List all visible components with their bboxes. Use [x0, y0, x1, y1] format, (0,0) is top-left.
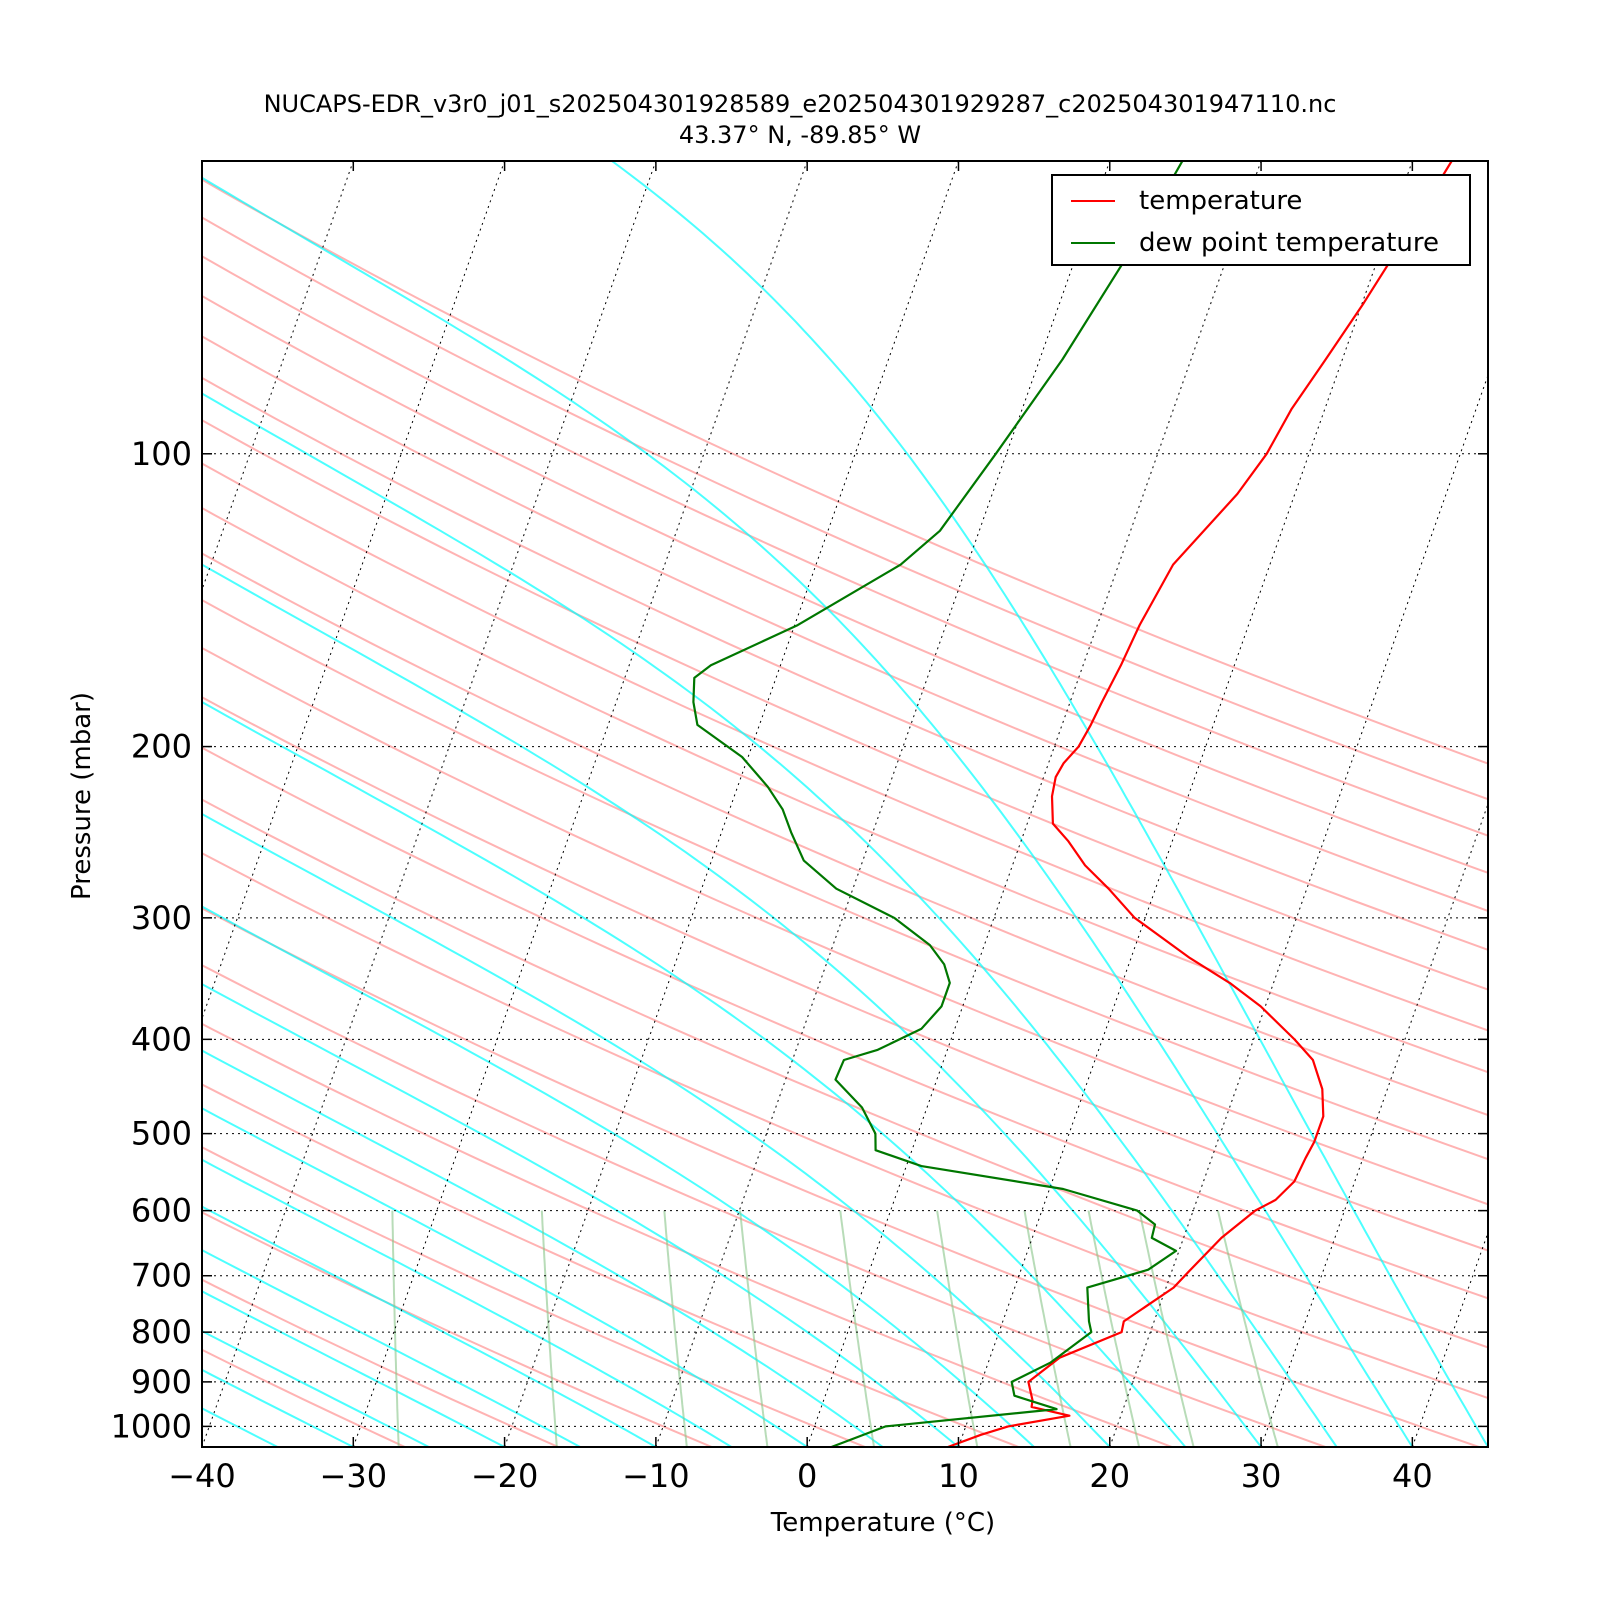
moist-adiabat — [202, 1049, 884, 1447]
dry-adiabat — [202, 462, 1488, 1032]
temperature-line — [947, 161, 1453, 1447]
y-tick-label: 800 — [131, 1313, 192, 1351]
moist-adiabat — [202, 905, 1035, 1447]
x-tick-label: 20 — [1089, 1457, 1130, 1495]
dry-adiabat — [202, 1211, 713, 1447]
chart-title: NUCAPS-EDR_v3r0_j01_s202504301928589_e20… — [263, 90, 1337, 118]
dry-adiabat — [202, 376, 1488, 951]
y-tick-label: 1000 — [111, 1407, 192, 1445]
dry-adiabat — [202, 1146, 866, 1447]
isotherm-line — [0, 161, 51, 1447]
isotherm-line — [806, 161, 1262, 1447]
legend-label-dewpoint: dew point temperature — [1139, 228, 1440, 258]
moist-adiabat — [202, 983, 960, 1447]
moist-adiabat — [202, 563, 1262, 1447]
moist-adiabat — [202, 1205, 657, 1447]
dry-adiabat — [202, 506, 1488, 1074]
mixing-ratio-line — [1138, 1210, 1195, 1447]
isotherm-line — [202, 161, 203, 163]
dry-adiabat — [202, 294, 1488, 874]
dewpoint-line — [692, 161, 1184, 1447]
x-tick-label: 0 — [797, 1457, 817, 1495]
moist-adiabat — [202, 176, 1414, 1447]
legend-item-dewpoint: dew point temperature — [1071, 228, 1439, 258]
dry-adiabat — [202, 964, 1326, 1447]
y-tick-label: 300 — [131, 899, 192, 937]
isotherm-line — [202, 161, 506, 1020]
y-tick-label: 500 — [131, 1115, 192, 1153]
mixing-ratio-line — [936, 1210, 979, 1447]
moist-adiabat — [202, 392, 1338, 1447]
isotherm-line — [1564, 161, 1600, 1447]
isotherm-line — [655, 161, 1111, 1447]
dry-adiabat — [202, 598, 1488, 1161]
dry-adiabat — [202, 1022, 1173, 1447]
mixing-ratio-line — [391, 1210, 400, 1447]
mixing-ratio-line — [663, 1210, 688, 1447]
y-tick-label: 600 — [131, 1192, 192, 1230]
profiles — [692, 161, 1453, 1447]
moist-adiabat — [202, 1248, 581, 1447]
isotherm-line — [504, 161, 959, 1447]
moist-adiabat — [202, 1158, 733, 1447]
legend-item-temperature: temperature — [1071, 186, 1302, 216]
x-tick-label: −20 — [471, 1457, 539, 1495]
dry-adiabat — [202, 335, 1488, 912]
x-tick-label: 10 — [938, 1457, 979, 1495]
x-tick-label: 40 — [1392, 1457, 1433, 1495]
y-axis-label: Pressure (mbar) — [67, 692, 97, 900]
dry-adiabat — [202, 798, 1488, 1349]
y-tick-label: 100 — [131, 435, 192, 473]
mixing-ratio-line — [1087, 1210, 1141, 1447]
legend-swatch-temperature — [1071, 200, 1115, 202]
isotherm-line — [1109, 373, 1488, 1447]
moist-adiabat — [202, 700, 1187, 1447]
legend: temperature dew point temperature — [1051, 174, 1471, 266]
y-tick-label: 700 — [131, 1257, 192, 1295]
dry-adiabat — [202, 746, 1488, 1300]
dry-adiabat — [202, 216, 1488, 801]
isotherm-line — [957, 161, 1413, 1447]
y-tick-label: 200 — [131, 728, 192, 766]
x-tick-label: 30 — [1241, 1457, 1282, 1495]
dry-adiabat — [202, 907, 1480, 1447]
legend-swatch-dewpoint — [1071, 242, 1115, 244]
dry-adiabat — [202, 552, 1488, 1117]
dry-adiabat — [202, 1083, 1019, 1447]
x-axis-label: Temperature (°C) — [770, 1508, 995, 1538]
chart-subtitle: 43.37° N, -89.85° W — [678, 121, 922, 149]
moist-adiabat — [611, 161, 1488, 1447]
isotherm-line — [202, 161, 657, 1447]
mixing-ratio-line — [1216, 1210, 1279, 1447]
background-lines — [0, 161, 1600, 1447]
dry-adiabat — [202, 852, 1488, 1400]
x-tick-label: −30 — [320, 1457, 388, 1495]
dry-adiabat — [202, 646, 1488, 1206]
mixing-ratio-line — [739, 1210, 769, 1447]
moist-adiabat — [202, 1107, 808, 1447]
plot-frame — [201, 160, 1489, 1448]
y-tick-label: 400 — [131, 1020, 192, 1058]
axes: −40 −30 −20 −10 0 10 20 30 40 1000 900 800 700 600 500… — [67, 161, 1488, 1538]
x-tick-label: −10 — [622, 1457, 690, 1495]
dry-adiabat — [202, 178, 1488, 765]
dry-adiabat — [202, 696, 1488, 1252]
isotherm-line — [1260, 802, 1488, 1447]
dry-adiabat — [202, 419, 1488, 991]
dry-adiabat — [202, 255, 1488, 837]
isotherm-line — [1411, 1231, 1488, 1447]
moist-adiabat — [202, 812, 1111, 1447]
mixing-ratio-line — [540, 1210, 558, 1447]
moist-adiabat — [202, 1290, 506, 1447]
legend-label-temperature: temperature — [1139, 186, 1303, 216]
isotherm-line — [202, 161, 354, 592]
y-tick-label: 900 — [131, 1363, 192, 1401]
x-tick-label: −40 — [168, 1457, 236, 1495]
mixing-ratio-line — [839, 1210, 875, 1447]
